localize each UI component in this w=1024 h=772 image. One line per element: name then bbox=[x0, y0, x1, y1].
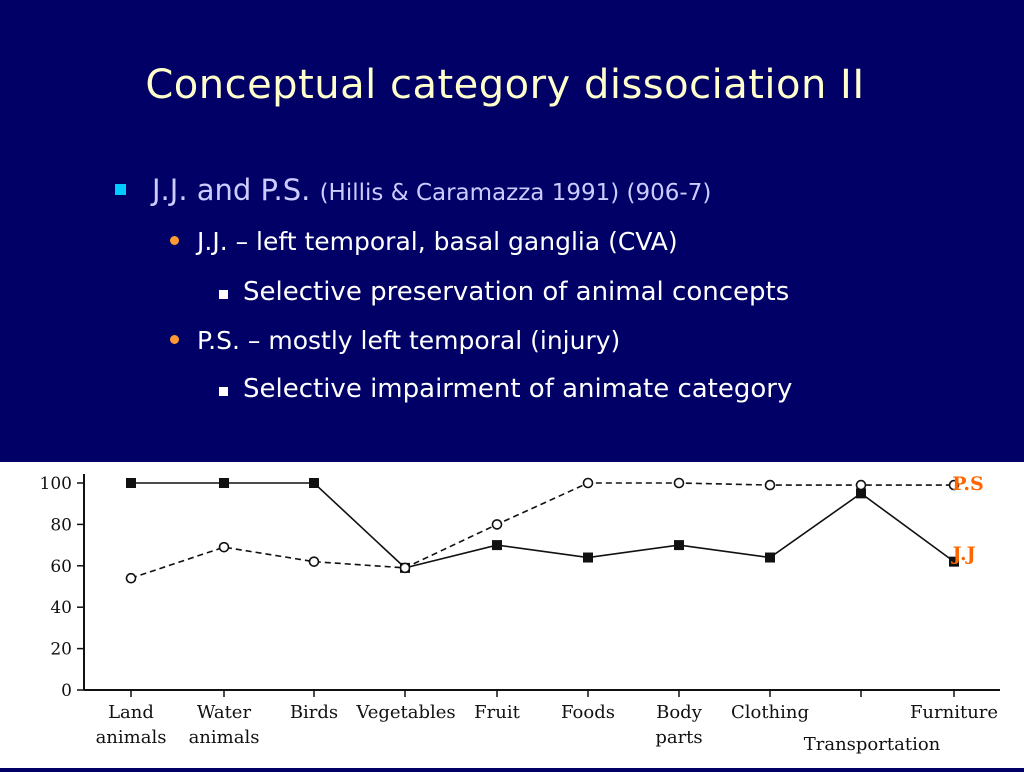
bullet-marker-small-square bbox=[219, 290, 228, 299]
data-point-ps bbox=[948, 479, 960, 491]
y-tick-label: 0 bbox=[61, 681, 72, 701]
y-tick-label: 80 bbox=[50, 515, 72, 535]
bullet-list: J.J. and P.S. (Hillis & Caramazza 1991) … bbox=[115, 173, 793, 404]
x-tick-label: Transportation bbox=[804, 734, 941, 755]
data-point-jj bbox=[492, 540, 502, 551]
data-point-ps bbox=[125, 572, 137, 584]
data-point-jj bbox=[219, 478, 229, 488]
data-point-jj bbox=[949, 556, 959, 567]
line-chart: 0 20 40 60 80 100 Land animals Water animals Bird… bbox=[40, 473, 1000, 755]
series-label-ps: P.S bbox=[952, 473, 983, 495]
data-point-jj bbox=[126, 478, 136, 488]
data-point-ps bbox=[491, 519, 503, 530]
bullet-jj-finding: Selective preservation of animal concept… bbox=[243, 277, 790, 307]
y-tick-label: 100 bbox=[40, 474, 72, 494]
bullet-citation: (Hillis & Caramazza 1991) (906-7) bbox=[319, 180, 712, 206]
bullet-jj-desc: J.J. – left temporal, basal ganglia (CVA… bbox=[197, 227, 678, 256]
data-point-jj bbox=[856, 488, 866, 499]
x-tick-label: Clothing bbox=[731, 702, 809, 723]
x-tick-label: Land animals bbox=[96, 702, 167, 748]
x-tick-label: Foods bbox=[561, 702, 615, 723]
bullet-marker-dot bbox=[170, 335, 179, 344]
y-tick-label: 40 bbox=[50, 598, 72, 618]
data-point-ps bbox=[764, 479, 776, 491]
bullet-ps-finding: Selective impairment of animate category bbox=[243, 374, 793, 404]
x-tick-label: Fruit bbox=[474, 702, 520, 723]
bullet-ps-desc: P.S. – mostly left temporal (injury) bbox=[197, 326, 621, 355]
x-tick-label: Water animals bbox=[189, 702, 260, 748]
chart-panel: 0 20 40 60 80 100 Land animals Water animals Bird… bbox=[0, 462, 1024, 768]
series-line-ps bbox=[130, 482, 954, 579]
data-point-ps bbox=[855, 479, 867, 491]
data-point-jj bbox=[309, 478, 319, 488]
bullet-marker-square bbox=[115, 184, 126, 195]
y-tick-label: 60 bbox=[50, 557, 72, 577]
bullet-marker-dot bbox=[170, 236, 179, 245]
series-line-jj bbox=[131, 482, 955, 569]
data-point-jj bbox=[583, 552, 593, 563]
data-point-ps bbox=[399, 562, 411, 574]
bullet-level1: J.J. and P.S. (Hillis & Caramazza 1991) … bbox=[152, 173, 711, 207]
series-label-jj: J.J bbox=[950, 543, 975, 565]
data-point-ps bbox=[673, 477, 685, 489]
data-point-ps bbox=[582, 477, 594, 489]
bullet-marker-small-square bbox=[219, 387, 228, 396]
data-point-ps bbox=[308, 556, 320, 567]
x-tick-label: Furniture bbox=[910, 702, 998, 723]
data-point-jj bbox=[765, 552, 775, 563]
x-tick-label: Birds bbox=[290, 702, 338, 723]
x-tick-label: Body parts bbox=[655, 702, 702, 748]
slide-title: Conceptual category dissociation II bbox=[145, 62, 865, 108]
data-point-jj bbox=[674, 540, 684, 551]
y-tick-label: 20 bbox=[50, 640, 72, 660]
x-tick-label: Vegetables bbox=[355, 702, 455, 723]
data-point-ps bbox=[218, 541, 230, 553]
bullet-main-text: J.J. and P.S. bbox=[152, 173, 311, 207]
